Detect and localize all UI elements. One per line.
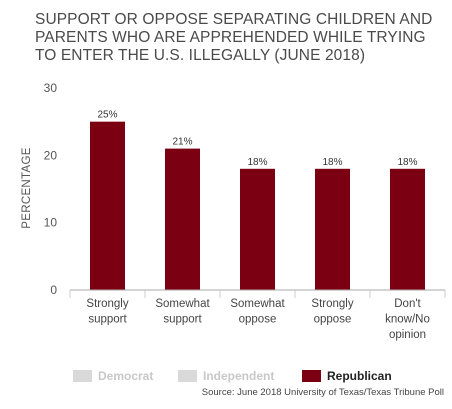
legend-item-republican[interactable]: Republican <box>302 369 392 383</box>
bars: 25% 21% 18% 18% 18% <box>90 110 425 291</box>
legend-swatch <box>73 370 92 382</box>
bar[interactable] <box>165 148 200 290</box>
bar-chart: PERCENTAGE 0 10 20 30 25% 21% 18% 18% 18% Stron… <box>21 81 446 341</box>
x-category-label: know/No <box>385 314 430 326</box>
bar-value-label: 25% <box>97 110 117 121</box>
legend-label: Republican <box>327 369 392 383</box>
bar[interactable] <box>315 168 350 290</box>
x-category-label: opinion <box>389 329 426 341</box>
legend-item-democrat[interactable]: Democrat <box>73 369 153 383</box>
bar-value-label: 18% <box>247 157 267 168</box>
x-category-label: Somewhat <box>230 298 285 310</box>
x-category-label: oppose <box>239 314 277 326</box>
x-category-label: Strongly <box>86 298 128 310</box>
x-category-label: support <box>88 314 127 326</box>
x-axis: Strongly support Somewhat support Somewhat op… <box>69 289 446 341</box>
y-axis-ticks: 0 10 20 30 <box>44 81 58 297</box>
chart-title: SUPPORT OR OPPOSE SEPARATING CHILDREN AN… <box>35 11 433 64</box>
bar-value-label: 21% <box>172 137 192 148</box>
x-category-label: support <box>163 314 202 326</box>
legend-item-independent[interactable]: Independent <box>178 369 274 383</box>
x-category-label: oppose <box>314 314 352 326</box>
legend-swatch <box>178 370 197 382</box>
legend-label: Democrat <box>98 369 154 383</box>
legend: Democrat Independent Republican <box>0 369 452 385</box>
bar[interactable] <box>90 121 125 291</box>
y-tick-label: 30 <box>44 81 58 95</box>
y-tick-label: 10 <box>44 216 58 230</box>
legend-label: Independent <box>203 369 275 383</box>
source-note: Source: June 2018 University of Texas/Te… <box>201 387 444 398</box>
x-category-label: Don't <box>394 298 421 310</box>
bar-value-label: 18% <box>397 157 417 168</box>
x-category-label: Strongly <box>311 298 353 310</box>
bar-value-label: 18% <box>322 157 342 168</box>
y-axis-label: PERCENTAGE <box>21 147 33 228</box>
bar[interactable] <box>390 168 425 290</box>
bar[interactable] <box>240 168 275 290</box>
y-tick-label: 0 <box>50 283 57 297</box>
legend-swatch <box>302 370 321 382</box>
y-tick-label: 20 <box>44 148 58 162</box>
x-category-label: Somewhat <box>155 298 210 310</box>
